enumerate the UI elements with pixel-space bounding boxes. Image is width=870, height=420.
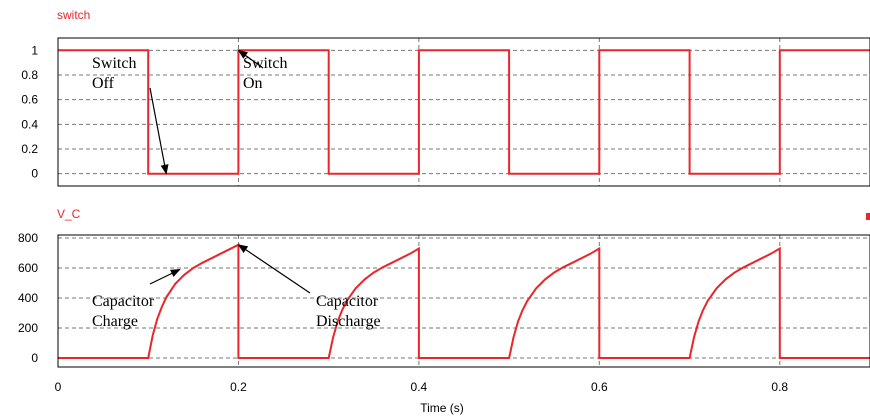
annotation-arrow [237, 49, 264, 69]
annotation-text: Off [92, 75, 115, 92]
vc-panel-y-ticks: 800 600 400 200 0 [18, 231, 38, 365]
y-tick-label: 0.8 [21, 68, 38, 82]
annotation-text: Capacitor [92, 293, 155, 310]
switch-panel-grid [58, 38, 870, 186]
annotation-text: Discharge [316, 313, 381, 330]
annotation-arrow [149, 268, 181, 285]
vc-panel-grid [58, 235, 870, 367]
switch-panel-frame [57, 37, 870, 187]
x-axis-ticks: 0 0.2 0.4 0.6 0.8 [55, 380, 789, 394]
y-tick-label: 0 [31, 351, 38, 365]
annotation-arrow [149, 87, 169, 175]
annotation-text: On [243, 75, 263, 92]
switch-panel-y-ticks: 1 0.8 0.6 0.4 0.2 0 [21, 43, 38, 180]
x-axis-label: Time (s) [420, 401, 464, 415]
y-tick-label: 800 [18, 231, 38, 245]
x-tick-label: 0.6 [591, 380, 608, 394]
x-tick-label: 0 [55, 380, 62, 394]
vc-panel-frame [57, 234, 870, 368]
y-tick-label: 0 [31, 167, 38, 181]
annotation-text: Capacitor [316, 293, 379, 310]
vc-legend-marker [866, 213, 870, 220]
annotation-arrow [237, 244, 311, 294]
vc-series-line [58, 243, 870, 359]
switch-panel-title: switch [57, 8, 90, 22]
annotation-text: Switch [243, 55, 287, 72]
x-tick-label: 0.2 [230, 380, 247, 394]
y-tick-label: 400 [18, 291, 38, 305]
vc-panel-annotations: Capacitor Charge Capacitor Discharge [92, 244, 381, 330]
annotation-text: Charge [92, 313, 138, 330]
x-tick-label: 0.8 [771, 380, 788, 394]
x-tick-label: 0.4 [411, 380, 428, 394]
y-tick-label: 0.4 [21, 117, 38, 131]
switch-series-line [58, 49, 870, 175]
y-tick-label: 0.6 [21, 93, 38, 107]
y-tick-label: 0.2 [21, 142, 38, 156]
annotation-text: Switch [92, 55, 136, 72]
y-tick-label: 600 [18, 261, 38, 275]
switch-panel-annotations: Switch Off Switch On [92, 49, 287, 175]
y-tick-label: 200 [18, 321, 38, 335]
vc-panel-title: V_C [57, 207, 81, 221]
y-tick-label: 1 [31, 43, 38, 57]
